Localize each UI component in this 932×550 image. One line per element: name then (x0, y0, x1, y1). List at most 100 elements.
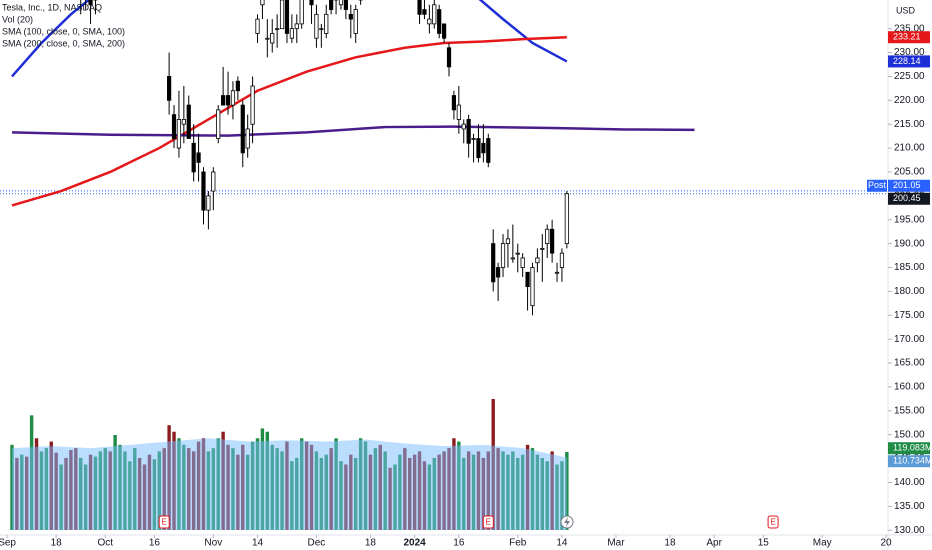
y-tick-label: 195.00 (894, 214, 925, 225)
legend-sma: SMA (200, close, 0, SMA, 200) (2, 38, 125, 48)
y-tick-label: 180.00 (894, 286, 925, 297)
y-tick-label: 230.00 (894, 47, 925, 58)
y-tick-label: 130.00 (894, 525, 925, 536)
x-tick-label: Mar (607, 538, 625, 549)
candle-body (559, 252, 565, 268)
candle-body (535, 257, 540, 264)
legend-title: Tesla, Inc., 1D, NASDAQ (2, 2, 102, 12)
candle-body (265, 37, 270, 40)
x-tick-label: Feb (509, 538, 527, 549)
value-tag (888, 55, 930, 68)
candle-body (191, 142, 196, 173)
candle-body (338, 0, 344, 6)
event-label: E (162, 518, 167, 527)
x-tick-label: 18 (51, 538, 63, 549)
candle-body (279, 0, 285, 30)
candle-body (422, 9, 427, 15)
event-marker (767, 515, 779, 529)
y-tick-label: 215.00 (894, 119, 925, 130)
candle-body (417, 0, 422, 15)
realtime-icon (560, 515, 574, 529)
candle-body (250, 85, 255, 125)
x-tick-label: 2024 (404, 538, 427, 549)
candle-body (353, 9, 358, 34)
x-tick-label: Sep (0, 538, 16, 549)
candle-body (520, 257, 525, 268)
candle-body (515, 252, 520, 255)
y-tick-label: 135.00 (894, 501, 925, 512)
x-tick-label: 14 (556, 538, 568, 549)
candle-body (481, 142, 486, 154)
y-tick-label: 225.00 (894, 71, 925, 82)
value-tag (888, 442, 930, 455)
value-tag-label: 200.45 (893, 193, 921, 203)
y-tick-label: 235.00 (894, 23, 925, 34)
value-tag (888, 192, 930, 205)
sma-line (11, 0, 568, 78)
value-tag-label: 233.21 (893, 32, 921, 42)
event-label: E (486, 518, 491, 527)
x-tick-label: Dec (308, 538, 326, 549)
y-tick-label: 185.00 (894, 262, 925, 273)
candle-body (471, 138, 476, 140)
x-tick-label: Nov (204, 538, 222, 549)
candle-body (245, 128, 250, 149)
value-tag (888, 455, 930, 468)
y-tick-label: 220.00 (894, 95, 925, 106)
candle-body (319, 28, 324, 31)
candle-body (216, 109, 221, 139)
candle-body (260, 0, 265, 6)
event-marker (482, 515, 494, 529)
candle-body (496, 267, 501, 278)
candle-body (343, 0, 348, 10)
candle-body (167, 76, 172, 101)
candle-body (171, 114, 177, 139)
candle-body (289, 28, 294, 39)
candle-body (275, 28, 280, 31)
candle-body (486, 138, 491, 163)
candle-body (255, 18, 260, 34)
value-tag-badge-label: Post (868, 180, 887, 190)
y-tick-label: 210.00 (894, 143, 925, 154)
y-tick-label: 175.00 (894, 310, 925, 321)
candle-body (348, 13, 353, 20)
x-tick-label: May (813, 538, 832, 549)
value-tag-label: 110.734M (893, 456, 932, 466)
candle-body (550, 228, 555, 254)
currency: USD (896, 5, 916, 15)
candle-body (510, 257, 515, 260)
plot-area (0, 0, 888, 530)
candle-body (201, 171, 206, 211)
volume-ma-area (11, 438, 567, 530)
y-tick-label: 190.00 (894, 238, 925, 249)
candle-body (451, 95, 457, 111)
y-tick-label: 150.00 (894, 429, 925, 440)
candle-body (427, 18, 432, 25)
candle-body (314, 13, 319, 39)
candle-body (564, 193, 569, 245)
candle-body (461, 123, 466, 130)
candle-body (284, 0, 290, 34)
candle-body (329, 0, 334, 10)
candle-body (309, 0, 314, 6)
value-tag-badge (867, 179, 887, 192)
sma-line (11, 125, 695, 137)
candle-body (235, 80, 240, 92)
y-tick-label: 140.00 (894, 477, 925, 488)
x-tick-label: 16 (453, 538, 465, 549)
candle-body (324, 13, 329, 34)
x-tick-label: 16 (149, 538, 161, 549)
x-tick-label: 15 (758, 538, 770, 549)
candle-body (540, 247, 545, 250)
candle-body (225, 95, 231, 106)
y-tick-label: 160.00 (894, 382, 925, 393)
event-marker (158, 515, 170, 529)
candle-body (230, 90, 236, 106)
candle-body (221, 95, 226, 106)
legend: Tesla, Inc., 1D, NASDAQ Vol (20) SMA (10… (2, 2, 125, 48)
x-tick-label: Oct (97, 538, 113, 549)
value-tag (888, 31, 930, 44)
candle-body (206, 195, 211, 211)
